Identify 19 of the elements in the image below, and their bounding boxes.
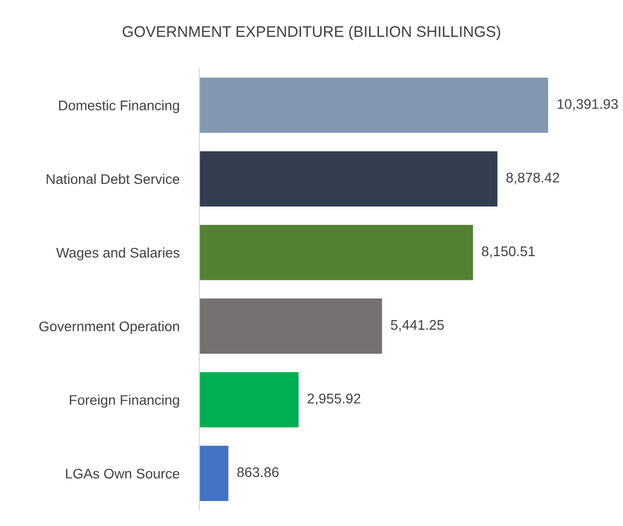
data-label: 10,391.93	[558, 99, 618, 111]
data-label: 2,955.92	[308, 394, 360, 406]
y-tick-label: Foreign Financing	[70, 394, 180, 408]
y-tick-label: National Debt Service	[46, 174, 180, 184]
y-tick-label: Domestic Financing	[59, 100, 180, 114]
y-tick-label: LGAs Own Source	[66, 468, 180, 479]
data-label: 8,878.42	[506, 172, 560, 184]
data-label: 863.86	[237, 467, 279, 478]
bar	[199, 372, 299, 428]
data-label: 8,150.51	[482, 246, 535, 258]
bar	[199, 78, 548, 133]
bar	[199, 446, 228, 502]
bar	[199, 224, 473, 280]
bar	[199, 151, 498, 206]
y-tick-label: Government Operation	[39, 321, 180, 334]
y-tick-label: Wages and Salaries	[56, 247, 180, 260]
chart-title: GOVERNMENT EXPENDITURE (BILLION SHILLINGS)	[122, 26, 500, 40]
bar	[199, 298, 382, 354]
data-label: 5,441.25	[390, 320, 444, 332]
